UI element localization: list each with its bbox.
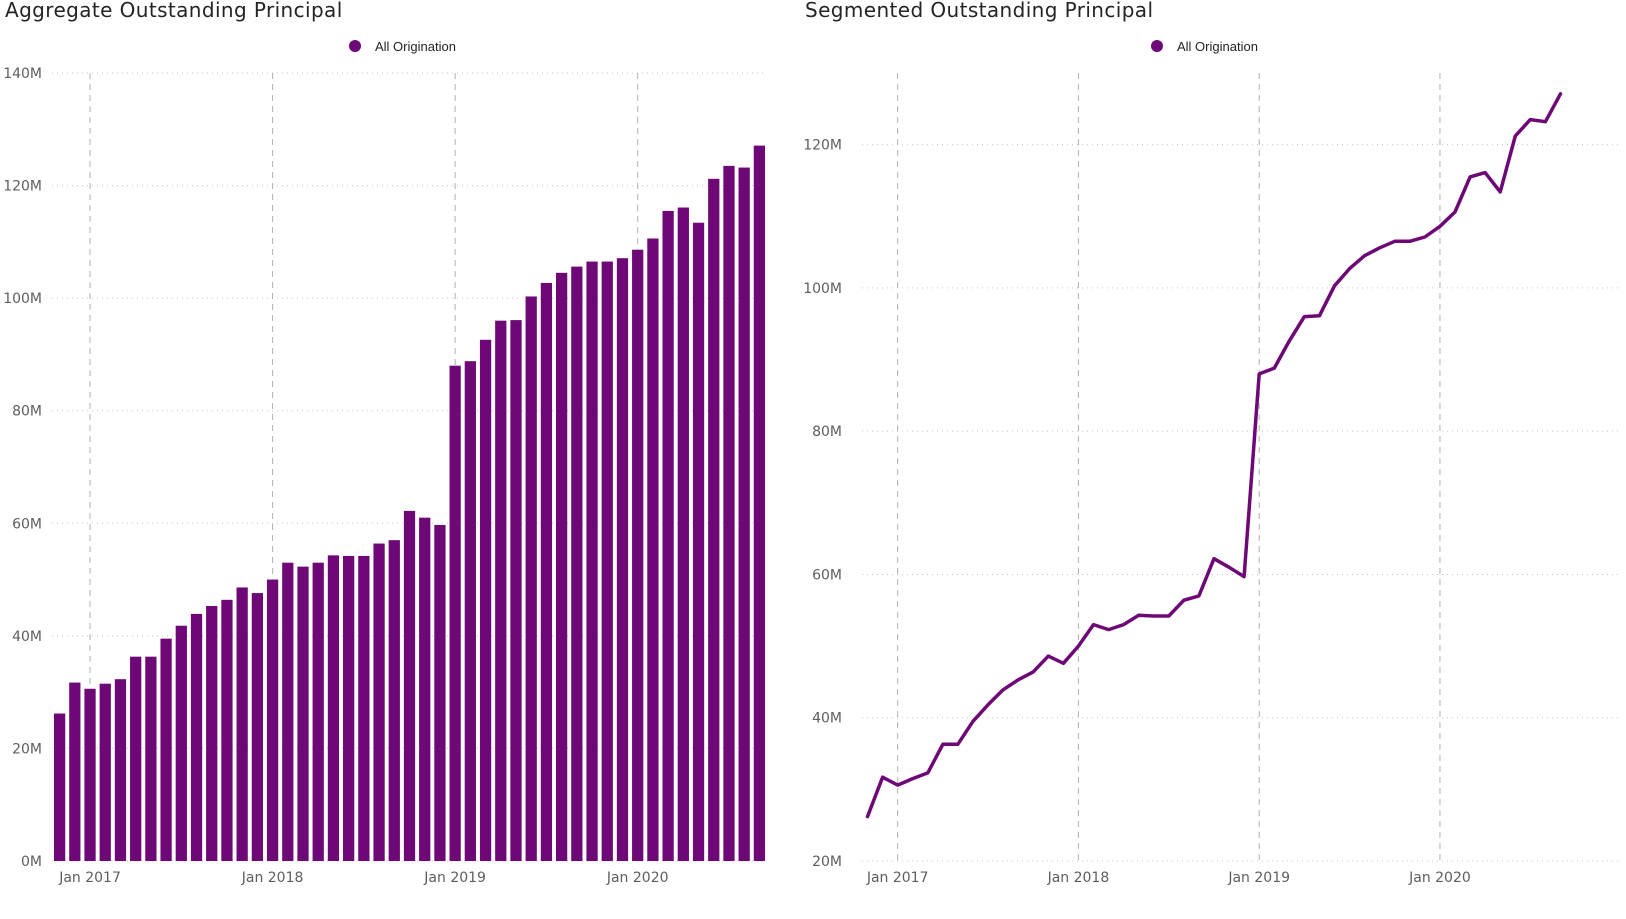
y-tick-label: 100M bbox=[3, 291, 42, 307]
bar-feb-2020 bbox=[647, 238, 659, 862]
y-tick-label: 120M bbox=[803, 138, 842, 154]
bar-sep-2017 bbox=[206, 606, 218, 861]
bar-dec-2018 bbox=[434, 524, 446, 861]
bar-chart-plot: 0M 20M 40M 60M 80M 100M 120M 140M Jan 2017 Jan 20… bbox=[3, 66, 767, 886]
bar-jan-2019 bbox=[449, 365, 461, 861]
bar-nov-2018 bbox=[419, 517, 431, 861]
bar-nov-2017 bbox=[236, 587, 248, 861]
y-tick-label: 0M bbox=[21, 854, 42, 870]
bar-jul-2019 bbox=[540, 282, 553, 862]
bar-oct-2017 bbox=[221, 599, 233, 861]
line-chart-plot: 20M 40M 60M 80M 100M 120M Jan 2017 Jan 2018 Jan … bbox=[803, 73, 1622, 886]
bar-nov-2016 bbox=[53, 713, 66, 861]
legend-label: All Origination bbox=[1177, 38, 1258, 54]
bar-jul-2018 bbox=[358, 555, 370, 861]
segmented-chart-panel: Segmented Outstanding Principal All Orig… bbox=[800, 0, 1626, 919]
x-tick-label: Jan 2017 bbox=[58, 870, 121, 886]
bar-aug-2019 bbox=[555, 272, 568, 861]
bar-apr-2019 bbox=[495, 320, 507, 862]
y-tick-label: 40M bbox=[812, 711, 842, 727]
bar-mar-2020 bbox=[662, 210, 674, 861]
bar-jul-2017 bbox=[175, 625, 187, 861]
bar-sep-2018 bbox=[388, 540, 400, 861]
y-tick-label: 120M bbox=[3, 179, 42, 195]
y-tick-label: 20M bbox=[812, 854, 842, 870]
y-tick-label: 140M bbox=[3, 66, 42, 82]
bar-may-2020 bbox=[692, 222, 705, 862]
x-tick-label: Jan 2018 bbox=[241, 870, 304, 886]
bar-jun-2017 bbox=[160, 638, 172, 861]
bar-may-2019 bbox=[510, 320, 522, 861]
bar-jan-2020 bbox=[632, 249, 644, 862]
bar-apr-2018 bbox=[312, 562, 324, 861]
bar-mar-2019 bbox=[479, 339, 492, 861]
bar-jan-2018 bbox=[266, 579, 279, 861]
bar-oct-2019 bbox=[586, 261, 598, 861]
legend-marker-icon bbox=[349, 40, 361, 52]
bar-oct-2018 bbox=[403, 510, 416, 861]
legend-marker-icon bbox=[1151, 40, 1163, 52]
bar-dec-2019 bbox=[616, 258, 629, 861]
y-tick-label: 20M bbox=[12, 741, 42, 757]
chart-legend[interactable]: All Origination bbox=[349, 37, 456, 55]
x-tick-label: Jan 2018 bbox=[1047, 870, 1110, 886]
bar-aug-2017 bbox=[190, 613, 203, 861]
bar-dec-2016 bbox=[69, 682, 81, 861]
y-tick-label: 60M bbox=[812, 567, 842, 583]
bar-may-2018 bbox=[327, 555, 340, 861]
y-tick-label: 40M bbox=[12, 629, 42, 645]
bar-aug-2020 bbox=[738, 167, 750, 861]
bar-jun-2018 bbox=[343, 555, 355, 861]
y-tick-label: 60M bbox=[12, 516, 42, 532]
y-tick-label: 100M bbox=[803, 281, 842, 297]
bar-feb-2018 bbox=[282, 562, 294, 861]
x-tick-label: Jan 2020 bbox=[606, 870, 669, 886]
bar-feb-2017 bbox=[99, 683, 111, 861]
bar-jan-2017 bbox=[84, 688, 96, 861]
bar-mar-2018 bbox=[297, 566, 309, 861]
bar-dec-2017 bbox=[251, 593, 264, 861]
bar-apr-2017 bbox=[130, 656, 142, 861]
aggregate-chart-panel: Aggregate Outstanding Principal All Orig… bbox=[0, 0, 800, 919]
bar-jul-2020 bbox=[723, 165, 735, 861]
x-tick-label: Jan 2020 bbox=[1408, 870, 1471, 886]
bar-mar-2017 bbox=[114, 679, 127, 861]
bar-sep-2019 bbox=[571, 266, 583, 861]
bar-aug-2018 bbox=[373, 543, 385, 861]
bar-nov-2019 bbox=[601, 261, 613, 861]
bar-may-2017 bbox=[145, 656, 157, 861]
bar-sep-2020 bbox=[753, 145, 766, 861]
chart-title: Aggregate Outstanding Principal bbox=[5, 0, 343, 22]
y-tick-label: 80M bbox=[12, 404, 42, 420]
line-series-all-origination bbox=[865, 92, 1563, 819]
bar-jun-2019 bbox=[525, 296, 537, 861]
x-tick-label: Jan 2019 bbox=[1227, 870, 1290, 886]
x-tick-label: Jan 2019 bbox=[423, 870, 486, 886]
bar-jun-2020 bbox=[708, 178, 720, 861]
bar-apr-2020 bbox=[677, 207, 689, 862]
legend-label: All Origination bbox=[375, 38, 456, 54]
x-tick-label: Jan 2017 bbox=[866, 870, 929, 886]
bar-feb-2019 bbox=[464, 361, 476, 861]
y-tick-label: 80M bbox=[812, 424, 842, 440]
chart-legend[interactable]: All Origination bbox=[1151, 37, 1258, 55]
chart-title: Segmented Outstanding Principal bbox=[805, 0, 1154, 22]
